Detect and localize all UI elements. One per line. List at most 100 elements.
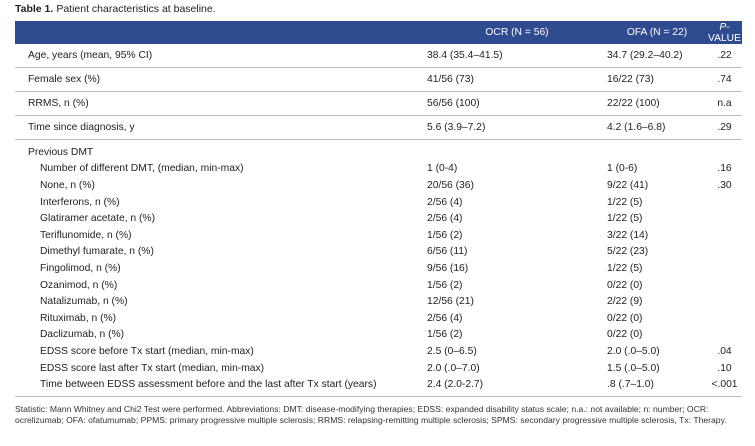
cell: 2/56 (4) xyxy=(427,213,463,225)
table-row: Time since diagnosis, y 5.6 (3.9–7.2) 4.2 … xyxy=(15,115,742,140)
cell: 9/22 (41) xyxy=(607,179,649,191)
cell xyxy=(707,327,742,344)
cell: 1.5 (.0–5.0) xyxy=(607,362,660,374)
cell: <.001 xyxy=(707,376,742,397)
table-row: None, n (%) 20/56 (36) 9/22 (41) .30 xyxy=(15,177,742,194)
row-label: EDSS score before Tx start (median, min-… xyxy=(40,345,254,357)
cell: .22 xyxy=(707,44,742,68)
cell xyxy=(707,194,742,211)
table: OCR (N = 56) OFA (N = 22) P-VALUE Age, y… xyxy=(15,21,742,397)
cell: 9/56 (16) xyxy=(427,262,469,274)
cell: 1/22 (5) xyxy=(607,213,643,225)
row-label: Dimethyl fumarate, n (%) xyxy=(40,246,154,258)
row-label: Ozanimod, n (%) xyxy=(40,279,118,291)
header-italic: P xyxy=(719,21,727,33)
row-label: Interferons, n (%) xyxy=(40,196,120,208)
header-text: -VALUE xyxy=(707,21,741,44)
table-row: Ozanimod, n (%) 1/56 (2) 0/22 (0) xyxy=(15,277,742,294)
cell: 2.4 (2.0-2.7) xyxy=(414,376,607,397)
header-cell: OFA (N = 22) xyxy=(607,21,707,44)
cell xyxy=(707,310,742,327)
cell: 38.4 (35.4–41.5) xyxy=(414,44,607,68)
cell: 16/22 (73) xyxy=(607,67,707,92)
row-label: Time since diagnosis, y xyxy=(15,115,414,140)
cell: 1 (0-4) xyxy=(427,163,458,175)
table-row: Glatiramer acetate, n (%) 2/56 (4) 1/22 (5… xyxy=(15,210,742,227)
cell: 22/22 (100) xyxy=(607,91,707,116)
cell xyxy=(707,210,742,227)
cell: 1/22 (5) xyxy=(607,262,643,274)
table-row: Teriflunomide, n (%) 1/56 (2) 3/22 (14) xyxy=(15,227,742,244)
cell: 2/56 (4) xyxy=(427,312,463,324)
table-row: Dimethyl fumarate, n (%) 6/56 (11) 5/22 (2… xyxy=(15,244,742,261)
cell: n.a xyxy=(707,91,742,116)
table-row: EDSS score last after Tx start (median, … xyxy=(15,360,742,377)
table-row: Female sex (%) 41/56 (73) 16/22 (73) .74 xyxy=(15,67,742,92)
footnote: Statistic: Mann Whitney and Chi2 Test we… xyxy=(15,404,727,425)
row-label: Time between EDSS assessment before and … xyxy=(15,376,414,397)
cell: .30 xyxy=(717,179,732,191)
cell xyxy=(707,293,742,310)
header-cell: P-VALUE xyxy=(707,21,742,44)
row-label: Teriflunomide, n (%) xyxy=(40,229,132,241)
cell: 5/22 (23) xyxy=(607,246,649,258)
row-label: RRMS, n (%) xyxy=(15,91,414,116)
cell xyxy=(707,244,742,261)
row-label: EDSS score last after Tx start (median, … xyxy=(40,362,265,374)
row-label: Daclizumab, n (%) xyxy=(40,329,125,341)
table-row: Natalizumab, n (%) 12/56 (21) 2/22 (9) xyxy=(15,293,742,310)
group-row: Previous DMT xyxy=(15,140,742,161)
cell: .8 (.7–1.0) xyxy=(607,376,707,397)
cell: 5.6 (3.9–7.2) xyxy=(414,115,607,140)
cell: .04 xyxy=(717,345,732,357)
cell: 2/22 (9) xyxy=(607,296,643,308)
cell: 0/22 (0) xyxy=(607,312,643,324)
cell xyxy=(707,260,742,277)
cell: 2.0 (.0–7.0) xyxy=(427,362,480,374)
cell: 3/22 (14) xyxy=(607,229,649,241)
row-label: Rituximab, n (%) xyxy=(40,312,117,324)
cell: 2.0 (.0–5.0) xyxy=(607,345,660,357)
caption-text: Patient characteristics at baseline. xyxy=(56,3,216,15)
table-row: Daclizumab, n (%) 1/56 (2) 0/22 (0) xyxy=(15,327,742,344)
cell: 41/56 (73) xyxy=(414,67,607,92)
row-label: Fingolimod, n (%) xyxy=(40,262,121,274)
cell: 20/56 (36) xyxy=(427,179,474,191)
cell: .74 xyxy=(707,67,742,92)
table-body: Age, years (mean, 95% CI) 38.4 (35.4–41.5… xyxy=(15,44,742,397)
table-row: RRMS, n (%) 56/56 (100) 22/22 (100) n.a xyxy=(15,91,742,116)
cell: 1/56 (2) xyxy=(427,279,463,291)
header-row: OCR (N = 56) OFA (N = 22) P-VALUE xyxy=(15,21,742,44)
cell: 4.2 (1.6–6.8) xyxy=(607,115,707,140)
table-row: Interferons, n (%) 2/56 (4) 1/22 (5) xyxy=(15,194,742,211)
table-row: EDSS score before Tx start (median, min-… xyxy=(15,343,742,360)
cell: 1 (0-6) xyxy=(607,163,638,175)
table-row: Age, years (mean, 95% CI) 38.4 (35.4–41.5… xyxy=(15,44,742,68)
group-title: Previous DMT xyxy=(28,146,94,158)
cell xyxy=(707,227,742,244)
row-label: Natalizumab, n (%) xyxy=(40,296,128,308)
header-cell xyxy=(15,21,414,44)
table-row: Fingolimod, n (%) 9/56 (16) 1/22 (5) xyxy=(15,260,742,277)
row-label: None, n (%) xyxy=(40,179,95,191)
cell: 2/56 (4) xyxy=(427,196,463,208)
header-cell: OCR (N = 56) xyxy=(414,21,607,44)
cell: 2.5 (0–6.5) xyxy=(427,345,477,357)
table-row: Number of different DMT, (median, min-ma… xyxy=(15,161,742,178)
table-row: Time between EDSS assessment before and … xyxy=(15,376,742,397)
row-label: Female sex (%) xyxy=(15,67,414,92)
cell: 1/22 (5) xyxy=(607,196,643,208)
cell: 0/22 (0) xyxy=(607,329,643,341)
cell xyxy=(707,277,742,294)
cell: 56/56 (100) xyxy=(414,91,607,116)
cell: 6/56 (11) xyxy=(427,246,468,258)
cell: 0/22 (0) xyxy=(607,279,643,291)
row-label: Age, years (mean, 95% CI) xyxy=(15,44,414,68)
table-row: Rituximab, n (%) 2/56 (4) 0/22 (0) xyxy=(15,310,742,327)
cell: 1/56 (2) xyxy=(427,329,463,341)
caption: Table 1. Patient characteristics at basel… xyxy=(15,3,216,15)
cell: .10 xyxy=(717,362,732,374)
caption-label: Table 1. xyxy=(15,3,54,15)
cell: 12/56 (21) xyxy=(427,296,474,308)
